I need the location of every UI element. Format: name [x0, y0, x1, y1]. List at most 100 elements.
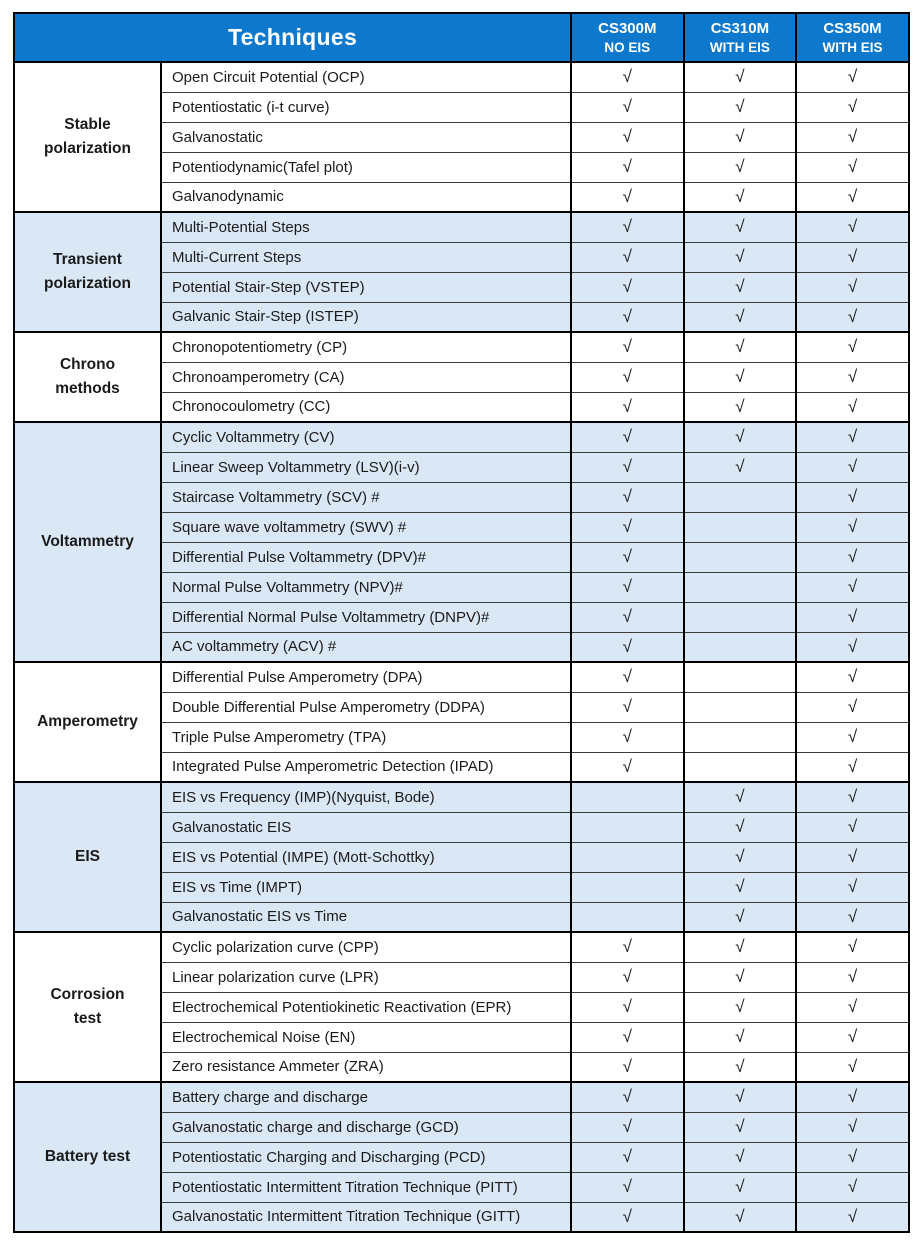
check-mark-cell-cs300m: √: [571, 331, 685, 362]
technique-cell: EIS vs Potential (IMPE) (Mott-Schottky): [161, 841, 573, 872]
table-row: Potentiostatic Charging and Discharging …: [14, 1141, 909, 1172]
empty-cell-cs300m: [571, 901, 685, 932]
technique-cell: EIS vs Frequency (IMP)(Nyquist, Bode): [161, 781, 573, 812]
check-mark-cell-cs310m: √: [683, 841, 798, 872]
table-row: EIS EIS vs Frequency (IMP)(Nyquist, Bode)…: [14, 781, 909, 932]
check-mark-cell-cs310m: √: [683, 361, 798, 392]
empty-cell-cs310m: [683, 631, 798, 662]
check-mark-cell-cs350m: √: [796, 451, 909, 482]
check-mark-cell-cs310m: √: [683, 421, 798, 452]
check-mark-cell-cs300m: √: [571, 391, 685, 422]
check-mark-cell-cs300m: √: [571, 181, 685, 212]
check-mark-cell-cs300m: √: [571, 481, 685, 512]
table-row: Differential Normal Pulse Voltammetry (D…: [14, 601, 909, 632]
check-mark-cell-cs350m: √: [796, 1201, 909, 1232]
check-mark-cell-cs300m: √: [571, 571, 685, 602]
check-mark-cell-cs350m: √: [796, 331, 909, 362]
empty-cell-cs310m: [683, 661, 798, 692]
table-row: Triple Pulse Amperometry (TPA) √ √: [14, 721, 909, 752]
technique-cell: Double Differential Pulse Amperometry (D…: [161, 691, 573, 722]
check-mark-cell-cs310m: √: [683, 871, 798, 902]
table-row: Electrochemical Potentiokinetic Reactiva…: [14, 991, 909, 1022]
check-mark-cell-cs350m: √: [796, 121, 909, 152]
technique-cell: EIS vs Time (IMPT): [161, 871, 573, 902]
check-mark-cell-cs310m: √: [683, 1171, 798, 1202]
check-mark-cell-cs300m: √: [571, 721, 685, 752]
table-row: Stable polarization Open Circuit Potentia…: [14, 61, 909, 212]
technique-cell: Potentiostatic Charging and Discharging …: [161, 1141, 573, 1172]
check-mark-cell-cs300m: √: [571, 421, 685, 452]
check-mark-cell-cs300m: √: [571, 121, 685, 152]
empty-cell-cs310m: [683, 721, 798, 752]
technique-cell: Square wave voltammetry (SWV) #: [161, 511, 573, 542]
check-mark-cell-cs350m: √: [796, 811, 909, 842]
check-mark-cell-cs310m: √: [683, 61, 798, 92]
table-row: Galvanostatic charge and discharge (GCD)…: [14, 1111, 909, 1142]
table-row: Chrono methods Chronopotentiometry (CP) √ √…: [14, 331, 909, 422]
check-mark-cell-cs300m: √: [571, 1111, 685, 1142]
check-mark-cell-cs350m: √: [796, 751, 909, 782]
group-label-stable-polarization: Stable polarization: [14, 61, 162, 212]
techniques-header: Techniques: [14, 13, 572, 63]
technique-cell: Potentiodynamic(Tafel plot): [161, 151, 573, 182]
check-mark-cell-cs350m: √: [796, 1081, 909, 1112]
technique-cell: Multi-Current Steps: [161, 241, 573, 272]
check-mark-cell-cs300m: √: [571, 961, 685, 992]
model-eis-cs300m: NO EIS: [604, 39, 651, 55]
table-row: Differential Pulse Voltammetry (DPV)# √ √: [14, 541, 909, 572]
check-mark-cell-cs300m: √: [571, 271, 685, 302]
check-mark-cell-cs310m: √: [683, 391, 798, 422]
technique-cell: Cyclic Voltammetry (CV): [161, 421, 573, 452]
check-mark-cell-cs350m: √: [796, 961, 909, 992]
check-mark-cell-cs300m: √: [571, 751, 685, 782]
check-mark-cell-cs300m: √: [571, 631, 685, 662]
check-mark-cell-cs350m: √: [796, 991, 909, 1022]
technique-cell: Linear Sweep Voltammetry (LSV)(i-v): [161, 451, 573, 482]
empty-cell-cs310m: [683, 571, 798, 602]
model-name-cs300m: CS300M: [598, 19, 657, 37]
check-mark-cell-cs300m: √: [571, 1021, 685, 1052]
check-mark-cell-cs310m: √: [683, 961, 798, 992]
empty-cell-cs310m: [683, 691, 798, 722]
table-row: Staircase Voltammetry (SCV) # √ √: [14, 481, 909, 512]
check-mark-cell-cs300m: √: [571, 661, 685, 692]
table-row: Galvanostatic √ √ √: [14, 121, 909, 152]
check-mark-cell-cs350m: √: [796, 601, 909, 632]
check-mark-cell-cs350m: √: [796, 61, 909, 92]
technique-cell: Galvanostatic charge and discharge (GCD): [161, 1111, 573, 1142]
model-header-cs350m: CS350M WITH EIS: [795, 13, 909, 63]
table-row: Linear polarization curve (LPR) √ √ √: [14, 961, 909, 992]
model-name-cs350m: CS350M: [823, 19, 882, 37]
table-row: Square wave voltammetry (SWV) # √ √: [14, 511, 909, 542]
check-mark-cell-cs350m: √: [796, 1111, 909, 1142]
technique-cell: Galvanodynamic: [161, 181, 573, 212]
check-mark-cell-cs350m: √: [796, 1141, 909, 1172]
group-label-chrono-methods: Chrono methods: [14, 331, 162, 422]
technique-cell: Cyclic polarization curve (CPP): [161, 931, 573, 962]
technique-cell: Chronocoulometry (CC): [161, 391, 573, 422]
table-row: EIS vs Potential (IMPE) (Mott-Schottky) √…: [14, 841, 909, 872]
table-row: AC voltammetry (ACV) # √ √: [14, 631, 909, 662]
table-row: Potentiostatic Intermittent Titration Te…: [14, 1171, 909, 1202]
table-row: Voltammetry Cyclic Voltammetry (CV) √ √ √: [14, 421, 909, 662]
technique-cell: Battery charge and discharge: [161, 1081, 573, 1112]
check-mark-cell-cs350m: √: [796, 1021, 909, 1052]
check-mark-cell-cs350m: √: [796, 841, 909, 872]
check-mark-cell-cs310m: √: [683, 901, 798, 932]
check-mark-cell-cs350m: √: [796, 91, 909, 122]
table-row: Galvanostatic EIS √ √: [14, 811, 909, 842]
table-row: Transient polarization Multi-Potential St…: [14, 211, 909, 332]
check-mark-cell-cs350m: √: [796, 1171, 909, 1202]
check-mark-cell-cs310m: √: [683, 241, 798, 272]
technique-cell: Normal Pulse Voltammetry (NPV)#: [161, 571, 573, 602]
header-row: Techniques CS300M NO EIS CS310M WITH EIS…: [14, 13, 909, 63]
table-row: Galvanodynamic √ √ √: [14, 181, 909, 212]
check-mark-cell-cs350m: √: [796, 391, 909, 422]
check-mark-cell-cs350m: √: [796, 781, 909, 812]
check-mark-cell-cs310m: √: [683, 1111, 798, 1142]
check-mark-cell-cs310m: √: [683, 991, 798, 1022]
check-mark-cell-cs310m: √: [683, 181, 798, 212]
check-mark-cell-cs300m: √: [571, 1141, 685, 1172]
check-mark-cell-cs350m: √: [796, 151, 909, 182]
